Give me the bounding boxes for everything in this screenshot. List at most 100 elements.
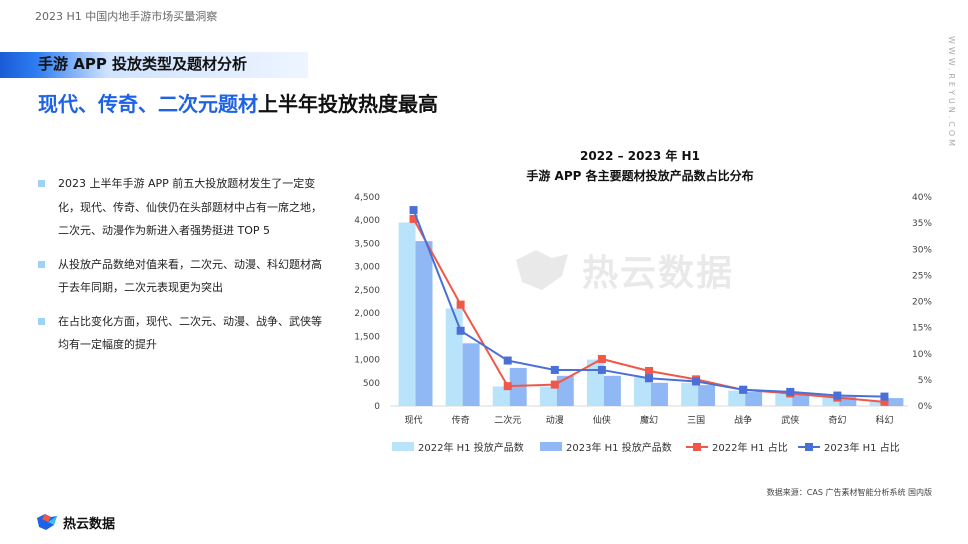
bullet-text: 2023 上半年手游 APP 前五大投放题材发生了一定变化，现代、传奇、仙侠仍在… [58, 177, 322, 237]
x-tick-label: 二次元 [494, 414, 521, 426]
legend-label: 2022年 H1 占比 [712, 441, 788, 454]
brand: 热云数据 [36, 512, 115, 532]
legend-label: 2022年 H1 投放产品数 [418, 441, 524, 454]
data-point [645, 366, 653, 375]
bar [509, 367, 527, 406]
data-point [597, 365, 606, 374]
data-point [739, 385, 748, 394]
data-point [692, 377, 701, 386]
data-point [456, 326, 465, 335]
data-point [503, 356, 512, 365]
bar [445, 308, 463, 406]
x-tick-label: 武侠 [781, 414, 799, 426]
data-point [880, 397, 889, 406]
bullet-item: 2023 上半年手游 APP 前五大投放题材发生了一定变化，现代、传奇、仙侠仍在… [38, 172, 323, 243]
data-point [786, 387, 795, 396]
bullet-square-icon [38, 317, 45, 325]
bar [492, 386, 510, 406]
x-tick-label: 奇幻 [828, 414, 846, 426]
bullet-text: 在占比变化方面，现代、二次元、动漫、战争、武侠等均有一定幅度的提升 [58, 314, 322, 352]
bar [745, 392, 763, 406]
bar [839, 396, 857, 406]
y-left-tick-label: 2,500 [354, 286, 380, 296]
bar [792, 393, 810, 406]
y-right-tick-label: 15% [912, 324, 932, 334]
y-right-tick-label: 5% [918, 376, 933, 386]
x-tick-label: 动漫 [546, 414, 564, 426]
data-point [409, 214, 418, 223]
bar [603, 375, 621, 406]
y-left-tick-label: 4,500 [354, 193, 380, 203]
data-point [833, 391, 842, 400]
x-tick-label: 现代 [405, 415, 423, 426]
y-left-tick-label: 1,000 [354, 356, 380, 366]
headline-rest: 上半年投放热度最高 [258, 92, 438, 116]
y-right-tick-label: 25% [912, 271, 932, 281]
legend-label: 2023年 H1 投放产品数 [566, 441, 672, 454]
legend-label: 2023年 H1 占比 [824, 441, 900, 454]
y-left-tick-label: 4,000 [354, 216, 380, 226]
bullet-text: 从投放产品数绝对值来看，二次元、动漫、科幻题材高于去年同期，二次元表现更为突出 [58, 257, 322, 295]
y-left-tick-label: 3,500 [354, 239, 380, 249]
legend-swatch [540, 442, 562, 451]
bullet-square-icon [38, 260, 45, 268]
bar [698, 385, 716, 406]
legend-marker [693, 443, 701, 451]
data-point [880, 392, 889, 401]
y-left-tick-label: 1,500 [354, 332, 380, 342]
x-tick-label: 魔幻 [640, 414, 658, 426]
bullet-list: 2023 上半年手游 APP 前五大投放题材发生了一定变化，现代、传奇、仙侠仍在… [38, 172, 323, 367]
y-right-tick-label: 30% [912, 245, 932, 255]
x-tick-label: 仙侠 [593, 414, 611, 426]
y-right-tick-label: 10% [912, 350, 932, 360]
data-point [503, 382, 512, 391]
bar [462, 343, 480, 406]
bullet-item: 在占比变化方面，现代、二次元、动漫、战争、武侠等均有一定幅度的提升 [38, 310, 323, 357]
y-right-tick-label: 20% [912, 298, 932, 308]
y-right-tick-label: 0% [918, 402, 933, 412]
y-left-tick-label: 3,000 [354, 263, 380, 273]
x-tick-label: 传奇 [452, 414, 470, 426]
bar [398, 222, 416, 406]
data-point [456, 300, 465, 309]
data-point [550, 380, 559, 389]
headline: 现代、传奇、二次元题材上半年投放热度最高 [38, 91, 438, 117]
y-left-tick-label: 2,000 [354, 309, 380, 319]
headline-highlight: 现代、传奇、二次元题材 [38, 92, 258, 116]
bar [822, 397, 840, 406]
bar [634, 377, 651, 406]
legend-swatch [392, 442, 414, 451]
data-point [645, 374, 653, 383]
brand-name: 热云数据 [63, 516, 116, 532]
brand-logo-icon [37, 514, 57, 530]
data-point [409, 206, 418, 215]
data-source: 数据来源：CAS 广告素材智能分析系统 国内版 [766, 488, 932, 497]
bar [886, 398, 904, 406]
side-url: WWW.REYUN.COM [947, 36, 956, 150]
bar [651, 382, 668, 406]
bar [681, 382, 699, 406]
x-tick-label: 科幻 [875, 414, 893, 426]
y-right-tick-label: 40% [912, 193, 932, 203]
bar [728, 390, 746, 406]
bar [415, 241, 433, 406]
chart-title: 2022 – 2023 年 H1 手游 APP 各主要题材投放产品数占比分布 [440, 146, 840, 186]
data-point [597, 354, 606, 363]
bar [869, 401, 887, 406]
chart-title-line1: 2022 – 2023 年 H1 [580, 149, 700, 163]
y-right-tick-label: 35% [912, 219, 932, 229]
chart-title-line2: 手游 APP 各主要题材投放产品数占比分布 [526, 169, 754, 183]
data-point [550, 365, 559, 374]
y-left-tick-label: 0 [374, 402, 380, 412]
x-tick-label: 战争 [734, 414, 752, 426]
bullet-item: 从投放产品数绝对值来看，二次元、动漫、科幻题材高于去年同期，二次元表现更为突出 [38, 253, 323, 300]
bullet-square-icon [38, 180, 45, 187]
x-tick-label: 三国 [687, 415, 705, 426]
report-title: 2023 H1 中国内地手游市场买量洞察 [35, 10, 218, 23]
bar [556, 375, 574, 406]
legend-marker [805, 443, 813, 451]
bar [539, 386, 557, 406]
section-title: 手游 APP 投放类型及题材分析 [38, 55, 248, 73]
y-left-tick-label: 500 [363, 379, 380, 389]
